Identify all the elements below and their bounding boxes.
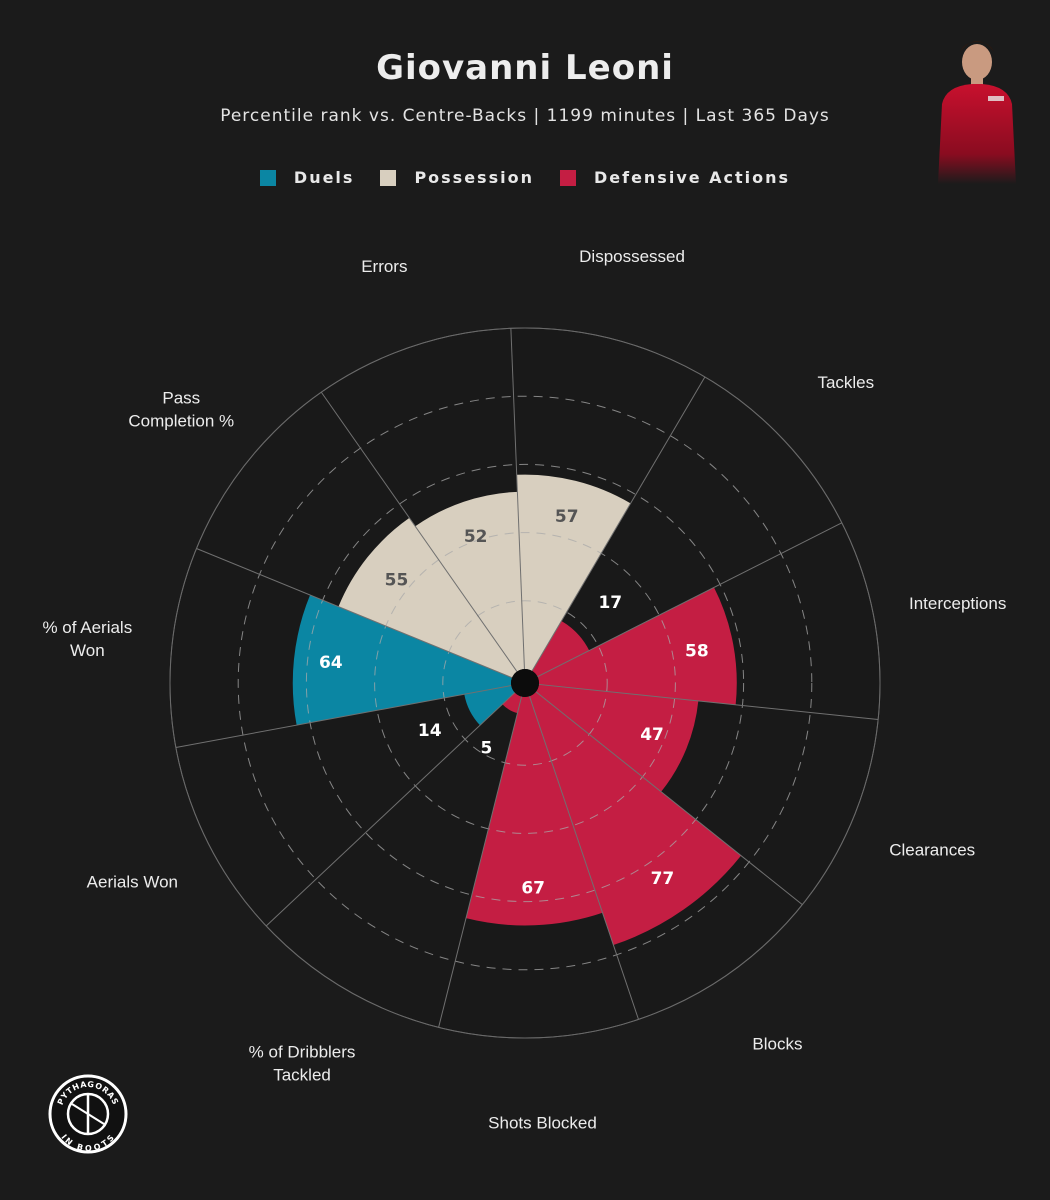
value-label-interceptions: 58 (685, 641, 709, 661)
value-label-blocks: 77 (651, 869, 675, 889)
legend-item-duels: Duels (259, 168, 355, 187)
category-label-pct-of-dribblers-tackled: % of Dribblers Tackled (249, 1042, 356, 1084)
grid-ring-20 (442, 600, 608, 766)
chart-center (511, 669, 539, 697)
legend: Duels Possession Defensive Actions (0, 168, 1050, 187)
value-label-pct-of-aerials-won: 64 (319, 653, 343, 673)
category-label-pass-completion-pct: Pass Completion % (128, 388, 234, 430)
spoke-line (438, 696, 523, 1028)
bar-clearances (535, 684, 699, 792)
bar-shots-blocked (466, 696, 603, 926)
chart-title: Giovanni Leoni (376, 48, 674, 88)
legend-item-defensive-actions: Defensive Actions (559, 168, 791, 187)
player-photo (938, 41, 1016, 184)
value-label-errors: 52 (464, 527, 488, 547)
value-label-dispossessed: 57 (555, 507, 579, 527)
spoke-line (537, 522, 843, 678)
spoke-line (535, 691, 803, 906)
category-label-blocks: Blocks (752, 1034, 802, 1053)
pythagoras-logo: PYTHAGORAS IN BOOTS (48, 1074, 128, 1154)
legend-swatch-defensive-actions (559, 169, 576, 186)
spoke-line (196, 548, 513, 679)
bar-pass-completion-pct (338, 517, 517, 678)
spoke-line (538, 683, 879, 720)
bar-tackles (532, 620, 590, 677)
bar-interceptions (537, 587, 737, 705)
category-label-pct-of-aerials-won: % of Aerials Won (42, 618, 132, 660)
legend-swatch-duels (259, 169, 276, 186)
legend-swatch-possession (380, 169, 397, 186)
spoke-line (531, 376, 706, 672)
legend-label-defensive-actions: Defensive Actions (593, 168, 791, 187)
value-label-clearances: 47 (640, 725, 664, 745)
value-label-pass-completion-pct: 55 (385, 570, 409, 590)
bar-pct-of-aerials-won (292, 595, 513, 726)
value-label-shots-blocked: 67 (521, 878, 545, 898)
category-label-dispossessed: Dispossessed (579, 247, 685, 266)
category-label-interceptions: Interceptions (909, 594, 1006, 613)
category-label-errors: Errors (361, 257, 407, 276)
bar-aerials-won (464, 685, 515, 726)
spoke-line (529, 696, 639, 1020)
category-label-clearances: Clearances (889, 841, 975, 860)
spoke-line (265, 692, 516, 927)
chart-subtitle: Percentile rank vs. Centre-Backs | 1199 … (220, 106, 830, 126)
grid-ring-40 (374, 532, 676, 834)
grid-ring-80 (237, 395, 813, 971)
bar-errors (415, 491, 525, 672)
spoke-line (510, 328, 525, 670)
spoke-line (320, 391, 518, 672)
category-label-aerials-won: Aerials Won (87, 873, 178, 892)
spoke-line (175, 685, 512, 748)
bar-dispossessed (516, 474, 631, 671)
legend-label-possession: Possession (414, 168, 534, 187)
category-label-shots-blocked: Shots Blocked (488, 1114, 597, 1133)
legend-label-duels: Duels (293, 168, 355, 187)
value-label-tackles: 17 (598, 593, 622, 613)
grid-ring-60 (305, 463, 745, 903)
bar-blocks (529, 691, 742, 946)
grid-ring-outer (169, 327, 881, 1039)
category-label-tackles: Tackles (817, 373, 874, 392)
bar-pct-of-dribblers-tackled (502, 692, 522, 714)
value-label-pct-of-dribblers-tackled: 5 (481, 739, 493, 759)
value-label-aerials-won: 14 (418, 721, 442, 741)
legend-item-possession: Possession (380, 168, 534, 187)
